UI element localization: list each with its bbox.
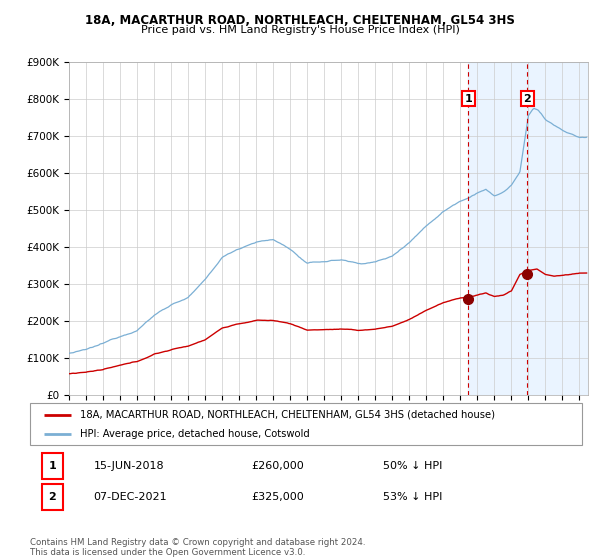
Text: Contains HM Land Registry data © Crown copyright and database right 2024.
This d: Contains HM Land Registry data © Crown c…: [30, 538, 365, 557]
FancyBboxPatch shape: [41, 484, 62, 510]
Text: 50% ↓ HPI: 50% ↓ HPI: [383, 461, 443, 471]
Text: £325,000: £325,000: [251, 492, 304, 502]
Text: 2: 2: [48, 492, 56, 502]
Text: 15-JUN-2018: 15-JUN-2018: [94, 461, 164, 471]
Text: 1: 1: [464, 94, 472, 104]
Text: 07-DEC-2021: 07-DEC-2021: [94, 492, 167, 502]
Text: Price paid vs. HM Land Registry's House Price Index (HPI): Price paid vs. HM Land Registry's House …: [140, 25, 460, 35]
Text: £260,000: £260,000: [251, 461, 304, 471]
FancyBboxPatch shape: [41, 453, 62, 479]
FancyBboxPatch shape: [30, 403, 582, 445]
Text: 18A, MACARTHUR ROAD, NORTHLEACH, CHELTENHAM, GL54 3HS: 18A, MACARTHUR ROAD, NORTHLEACH, CHELTEN…: [85, 14, 515, 27]
Text: 18A, MACARTHUR ROAD, NORTHLEACH, CHELTENHAM, GL54 3HS (detached house): 18A, MACARTHUR ROAD, NORTHLEACH, CHELTEN…: [80, 410, 494, 420]
Text: HPI: Average price, detached house, Cotswold: HPI: Average price, detached house, Cots…: [80, 429, 310, 439]
Bar: [468, 62, 588, 395]
Text: 53% ↓ HPI: 53% ↓ HPI: [383, 492, 443, 502]
Text: 1: 1: [48, 461, 56, 471]
Text: 2: 2: [523, 94, 531, 104]
